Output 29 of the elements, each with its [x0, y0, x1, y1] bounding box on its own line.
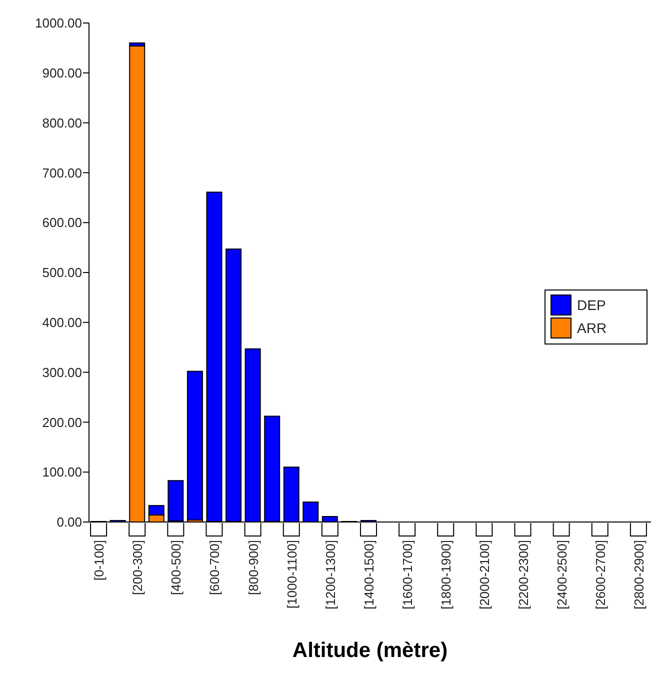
y-tick-label: 100.00	[42, 464, 82, 480]
y-tick-label: 1000.00	[35, 16, 82, 31]
x-tick-label: [200-300]	[130, 540, 146, 595]
y-tick-label: 700.00	[42, 165, 82, 180]
y-tick-label: 500.00	[42, 265, 82, 280]
x-axis-title: Altitude (mètre)	[292, 639, 448, 662]
x-tick-label: [2000-2100]	[477, 540, 492, 610]
x-tick-label: [400-500]	[168, 540, 184, 595]
x-tick-label: [1000-1100]	[284, 540, 300, 608]
x-tick-label: [1400-1500]	[362, 540, 376, 610]
x-tick-label: [1600-1700]	[400, 540, 416, 610]
legend-label: ARR	[577, 320, 607, 336]
x-tick-label: [2800-2900]	[631, 540, 646, 610]
y-tick-label: 0.00	[56, 514, 82, 530]
x-tick-label: [2200-2300]	[516, 540, 531, 610]
y-tick-label: 800.00	[42, 115, 82, 130]
x-tick-label: [600-700]	[207, 540, 222, 595]
y-tick-label: 300.00	[42, 364, 82, 380]
x-tick-label: [1800-1900]	[438, 540, 454, 610]
x-tick-label: [800-900]	[246, 540, 261, 595]
x-tick-label: [0-100]	[92, 540, 107, 580]
y-tick-label: 600.00	[42, 215, 82, 230]
y-tick-label: 200.00	[42, 414, 82, 430]
x-tick-label: [2400-2500]	[554, 540, 570, 610]
x-tick-label: [2600-2700]	[592, 540, 608, 610]
legend-label: DEP	[577, 296, 606, 313]
x-tick-label: [1200-1300]	[322, 540, 338, 610]
y-tick-label: 400.00	[42, 314, 82, 330]
y-tick-label: 900.00	[42, 65, 82, 80]
